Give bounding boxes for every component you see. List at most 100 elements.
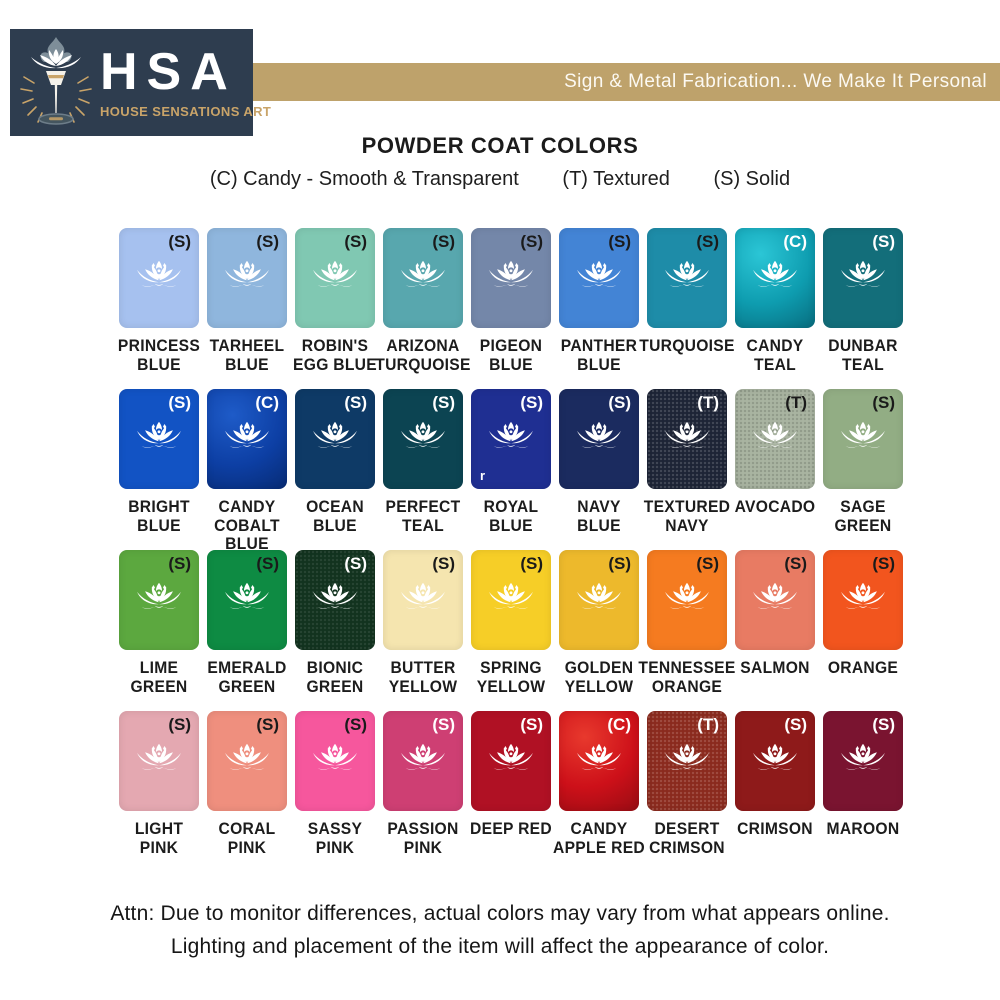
finish-type-marker: (S) — [696, 554, 719, 573]
swatch-name-label: PIGEON BLUE — [479, 336, 543, 374]
logo-text: HSA HOUSE SENSATIONS ART — [100, 46, 271, 119]
swatch-name-label: ARIZONA TURQUOISE — [375, 336, 471, 374]
color-swatch[interactable]: (S) — [471, 550, 551, 650]
color-swatch[interactable]: (S) — [207, 711, 287, 811]
disclaimer-line-1: Attn: Due to monitor differences, actual… — [110, 902, 890, 925]
color-swatch[interactable]: (S) — [823, 550, 903, 650]
finish-type-marker: (S) — [432, 393, 455, 412]
swatch-name-label: CANDY TEAL — [746, 336, 804, 374]
swatch-name-label: BUTTER YELLOW — [388, 658, 458, 696]
swatch-name-label: TENNESSEE ORANGE — [638, 658, 736, 696]
swatch-name-label: TEXTURED NAVY — [643, 497, 731, 535]
color-swatch[interactable]: (S) — [823, 389, 903, 489]
color-swatch[interactable]: (S) — [823, 228, 903, 328]
swatch-name-label: DEEP RED — [470, 819, 552, 838]
lotus-icon — [577, 743, 621, 770]
swatch-name-label: DESERT CRIMSON — [649, 819, 725, 857]
color-swatch[interactable]: (S) — [647, 228, 727, 328]
lotus-icon — [313, 260, 357, 287]
swatch-cell: (S) LIGHT — [119, 711, 199, 872]
color-swatch[interactable]: (S) — [119, 550, 199, 650]
swatch-cell: (S) PASSI — [383, 711, 463, 872]
color-swatch[interactable]: (S) — [559, 550, 639, 650]
swatch-cell: (T) TEXTU — [644, 389, 730, 550]
color-swatch[interactable]: (S) — [559, 389, 639, 489]
color-swatch[interactable]: (T) — [647, 711, 727, 811]
color-swatch[interactable]: (S) — [735, 550, 815, 650]
swatch-cell: (S) PERFE — [383, 389, 463, 550]
color-swatch[interactable]: (S) — [559, 228, 639, 328]
color-swatch[interactable]: (S) r — [471, 389, 551, 489]
swatch-cell: (S) LIME — [119, 550, 199, 711]
lotus-icon — [489, 743, 533, 770]
swatch-name-label: PRINCESS BLUE — [117, 336, 201, 374]
lotus-icon — [753, 421, 797, 448]
finish-type-marker: (S) — [344, 232, 367, 251]
color-swatch[interactable]: (S) — [119, 389, 199, 489]
swatch-name-label: MAROON — [826, 819, 900, 838]
color-swatch[interactable]: (S) — [295, 711, 375, 811]
finish-type-marker: (S) — [872, 715, 895, 734]
color-swatch[interactable]: (S) — [735, 711, 815, 811]
color-swatch[interactable]: (S) — [383, 389, 463, 489]
swatch-name-label: ROYAL BLUE — [483, 497, 539, 535]
color-swatch[interactable]: (S) — [119, 228, 199, 328]
color-swatch[interactable]: (S) — [383, 711, 463, 811]
lotus-icon — [841, 582, 885, 609]
swatch-name-label: ROBIN'S EGG BLUE — [293, 336, 377, 374]
finish-type-marker: (S) — [520, 232, 543, 251]
swatch-name-label: TARHEEL BLUE — [209, 336, 285, 374]
finish-type-marker: (S) — [872, 554, 895, 573]
finish-type-marker: (S) — [696, 232, 719, 251]
finish-type-marker: (S) — [344, 393, 367, 412]
swatch-name-label: AVOCADO — [734, 497, 816, 516]
legend-item-textured: (T) Textured — [562, 168, 670, 190]
swatch-cell: (C) CANDY — [553, 711, 645, 872]
color-swatch[interactable]: (S) — [823, 711, 903, 811]
lotus-icon — [841, 260, 885, 287]
swatch-cell: (T) AVOCA — [735, 389, 815, 550]
swatch-cell: (S) GOLDE — [559, 550, 639, 711]
swatch-cell: (S) BUTTE — [383, 550, 463, 711]
color-swatch[interactable]: (S) — [119, 711, 199, 811]
color-swatch[interactable]: (S) — [383, 228, 463, 328]
color-swatch[interactable]: (C) — [207, 389, 287, 489]
color-swatch[interactable]: (C) — [559, 711, 639, 811]
finish-type-marker: (S) — [608, 393, 631, 412]
swatch-name-label: TURQUOISE — [639, 336, 735, 355]
lotus-icon — [753, 260, 797, 287]
color-swatch[interactable]: (S) — [295, 389, 375, 489]
color-swatch[interactable]: (T) — [647, 389, 727, 489]
finish-type-marker: (S) — [168, 554, 191, 573]
finish-type-marker: (S) — [784, 554, 807, 573]
finish-legend: (C) Candy - Smooth & Transparent (T) Tex… — [0, 168, 1000, 191]
swatch-name-label: BIONIC GREEN — [306, 658, 364, 696]
swatch-cell: (S) TURQU — [639, 228, 734, 389]
swatch-name-label: CRIMSON — [737, 819, 813, 838]
swatch-cell: (S) DUNBA — [823, 228, 903, 389]
finish-type-marker: (S) — [168, 232, 191, 251]
color-swatch[interactable]: (S) — [295, 550, 375, 650]
color-swatch[interactable]: (S) — [383, 550, 463, 650]
lotus-icon — [137, 582, 181, 609]
color-swatch[interactable]: (S) — [471, 228, 551, 328]
color-swatch[interactable]: (S) — [647, 550, 727, 650]
color-swatch[interactable]: (S) — [207, 550, 287, 650]
legend-item-candy: (C) Candy - Smooth & Transparent — [209, 168, 519, 190]
swatch-cell: (C) CANDY — [207, 389, 287, 553]
finish-type-marker: (S) — [256, 232, 279, 251]
swatch-cell: (S) PIGEO — [471, 228, 551, 389]
color-swatch[interactable]: (T) — [735, 389, 815, 489]
color-swatch[interactable]: (S) — [207, 228, 287, 328]
disclaimer: Attn: Due to monitor differences, actual… — [0, 897, 1000, 963]
torch-lotus-icon — [20, 36, 92, 125]
lotus-icon — [401, 743, 445, 770]
color-swatch[interactable]: (C) — [735, 228, 815, 328]
swatch-cell: (S) BIONI — [295, 550, 375, 711]
stray-artifact-text: r — [480, 468, 486, 483]
finish-type-marker: (S) — [432, 554, 455, 573]
color-swatch[interactable]: (S) — [295, 228, 375, 328]
color-swatch[interactable]: (S) — [471, 711, 551, 811]
finish-type-marker: (S) — [520, 554, 543, 573]
